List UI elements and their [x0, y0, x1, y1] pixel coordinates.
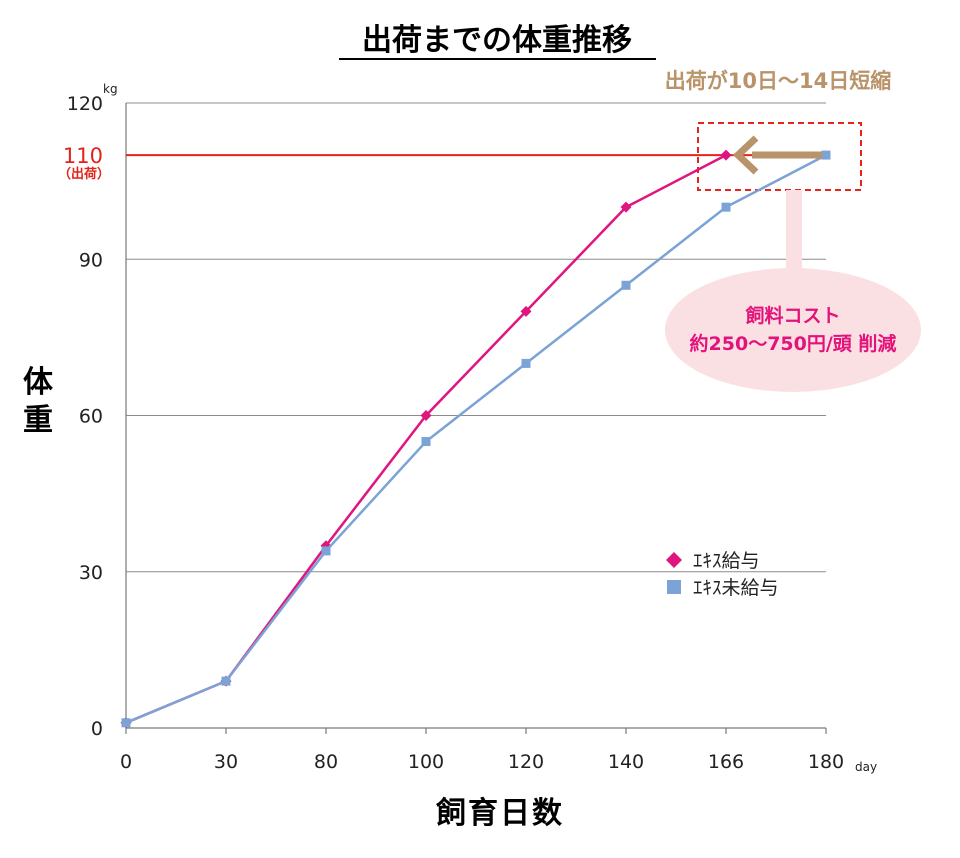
y-tick-label: 60 [79, 406, 103, 428]
data-point [720, 149, 732, 161]
series-line-2 [125, 153, 827, 724]
data-point [620, 201, 632, 213]
legend-marker [666, 552, 682, 568]
x-tick-label: 30 [214, 751, 238, 773]
x-tick-label: 120 [508, 751, 544, 773]
y-unit-label: kg [103, 82, 118, 96]
y-tick-label: 90 [79, 249, 103, 271]
x-unit-label: day [855, 760, 877, 774]
shipping-value-label: 110 [63, 144, 103, 168]
cost-bubble-body [665, 268, 921, 392]
shortening-highlight-box [697, 122, 862, 191]
cost-bubble-line2: 約250〜750円/頭 削減 [690, 332, 897, 355]
chart-title: 出荷までの体重推移 [362, 23, 632, 58]
legend-label: ｴｷｽ給与 [693, 550, 760, 572]
data-point [621, 280, 631, 290]
data-point [520, 305, 532, 317]
data-point [421, 437, 431, 447]
data-point [420, 410, 432, 421]
grid-layer: 0 30 60 90 120 [67, 93, 826, 740]
y-tick-label: 30 [79, 562, 103, 584]
series-layer [120, 149, 831, 729]
data-point [321, 546, 331, 556]
data-point [121, 718, 131, 728]
x-tick-label: 166 [708, 751, 744, 773]
y-axis-label-char: 重 [23, 403, 53, 438]
x-tick-label: 0 [120, 751, 132, 773]
legend-label: ｴｷｽ未給与 [693, 577, 779, 599]
cost-bubble-join [786, 263, 802, 279]
x-tick-label: 180 [808, 751, 844, 773]
x-tick-label: 100 [408, 751, 444, 773]
x-axis-label: 飼育日数 [436, 796, 564, 831]
shipping-text-label: （出荷） [58, 166, 110, 182]
data-point [721, 202, 731, 212]
shipping-line-layer: 110（出荷） [58, 144, 826, 182]
y-tick-label: 120 [67, 93, 103, 115]
cost-bubble-line1: 飼料コスト [744, 304, 840, 327]
shortening-arrow-head [732, 135, 759, 175]
shortening-callout: 出荷が10日〜14日短縮 [665, 69, 891, 93]
data-point [221, 676, 231, 686]
x-tick-label: 80 [314, 751, 338, 773]
y-tick-label: 0 [91, 718, 103, 740]
legend-marker [667, 580, 681, 594]
axis-layer: 0 30 80 100 120 140 166 180 [120, 103, 844, 773]
data-point [821, 150, 831, 160]
x-tick-label: 140 [608, 751, 644, 773]
shortening-arrow [732, 135, 822, 175]
y-axis-label: 体重 [23, 365, 54, 438]
y-axis-label-char: 体 [23, 365, 54, 400]
cost-bubble: 飼料コスト 約250〜750円/頭 削減 [665, 190, 921, 392]
legend: ｴｷｽ給与 ｴｷｽ未給与 [666, 550, 779, 599]
data-point [521, 358, 531, 368]
cost-bubble-tail [786, 190, 802, 276]
